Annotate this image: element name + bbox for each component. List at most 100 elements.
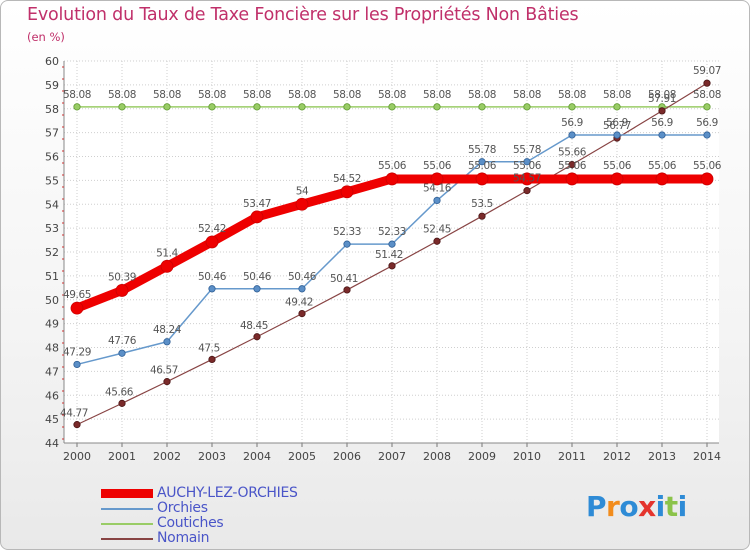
data-label-coutiches: 58.08 xyxy=(558,89,586,101)
data-label-nomain: 49.42 xyxy=(285,297,313,309)
data-label-orchies: 47.76 xyxy=(108,335,137,347)
data-point-orchies xyxy=(343,240,351,248)
data-label-auchy: 51.4 xyxy=(156,247,178,259)
x-tick-label: 2004 xyxy=(243,450,271,463)
data-label-orchies: 48.24 xyxy=(153,324,182,336)
data-label-coutiches: 58.08 xyxy=(648,89,676,101)
data-point-auchy xyxy=(610,172,624,186)
data-label-auchy: 55.06 xyxy=(423,160,452,172)
legend-swatch-nomain xyxy=(101,538,153,540)
x-tick-label: 2000 xyxy=(63,450,91,463)
data-label-nomain: 48.45 xyxy=(240,320,268,332)
data-label-orchies: 56.9 xyxy=(561,117,583,129)
data-label-nomain: 51.42 xyxy=(375,249,403,261)
legend-label-coutiches: Coutiches xyxy=(157,515,224,531)
data-label-nomain: 54.57 xyxy=(513,173,541,185)
data-point-coutiches xyxy=(388,103,396,111)
x-tick-label: 2001 xyxy=(108,450,136,463)
data-label-auchy: 55.06 xyxy=(468,160,497,172)
data-point-nomain xyxy=(163,378,171,386)
data-point-nomain xyxy=(658,107,666,115)
x-tick-label: 2007 xyxy=(378,450,406,463)
legend-item-coutiches[interactable]: Coutiches xyxy=(101,515,361,531)
data-point-orchies xyxy=(73,360,81,369)
data-point-nomain xyxy=(703,79,711,87)
logo-letter: i xyxy=(655,490,666,523)
data-label-orchies: 56.9 xyxy=(696,117,718,129)
data-label-coutiches: 58.08 xyxy=(333,89,361,101)
series-auchy xyxy=(70,172,714,315)
data-point-auchy xyxy=(340,185,354,199)
legend-item-nomain[interactable]: Nomain xyxy=(101,530,361,546)
data-point-coutiches xyxy=(253,103,261,111)
y-tick-label: 56 xyxy=(45,151,59,164)
y-tick-label: 60 xyxy=(45,55,59,68)
data-point-orchies xyxy=(613,131,621,139)
data-point-coutiches xyxy=(343,103,351,111)
logo-letter: x xyxy=(638,490,656,523)
data-point-auchy xyxy=(295,197,309,211)
x-tick-label: 2012 xyxy=(603,450,631,463)
data-point-auchy xyxy=(385,172,399,186)
data-point-nomain xyxy=(118,399,126,407)
data-point-coutiches xyxy=(568,103,576,111)
x-tick-label: 2009 xyxy=(468,450,496,463)
data-label-orchies: 56.9 xyxy=(651,117,673,129)
data-label-nomain: 44.77 xyxy=(60,408,88,420)
data-point-coutiches xyxy=(163,103,171,111)
data-point-auchy xyxy=(430,172,444,186)
data-point-coutiches xyxy=(523,103,531,111)
data-label-orchies: 50.46 xyxy=(243,271,272,283)
y-tick-label: 52 xyxy=(45,246,59,259)
data-point-orchies xyxy=(208,285,216,293)
legend-item-orchies[interactable]: Orchies xyxy=(101,500,361,516)
data-label-orchies: 52.33 xyxy=(378,226,406,238)
data-point-orchies xyxy=(163,338,171,346)
legend-label-orchies: Orchies xyxy=(157,500,208,516)
x-tick-label: 2013 xyxy=(648,450,676,463)
legend-item-auchy[interactable]: AUCHY-LEZ-ORCHIES xyxy=(101,485,361,501)
data-label-coutiches: 58.08 xyxy=(153,89,181,101)
data-label-nomain: 45.66 xyxy=(105,386,134,398)
proxiti-logo: Proxiti xyxy=(586,490,687,523)
data-point-nomain xyxy=(568,161,576,169)
data-label-coutiches: 58.08 xyxy=(288,89,316,101)
data-label-orchies: 54.16 xyxy=(423,182,452,194)
data-label-auchy: 55.06 xyxy=(378,160,407,172)
data-label-coutiches: 58.08 xyxy=(468,89,496,101)
y-tick-label: 57 xyxy=(45,127,59,140)
data-label-nomain: 56.77 xyxy=(603,120,631,132)
data-point-auchy xyxy=(520,172,534,186)
data-label-nomain: 52.45 xyxy=(423,223,451,235)
legend-swatch-orchies xyxy=(101,508,153,510)
x-tick-label: 2014 xyxy=(693,450,721,463)
x-tick-label: 2006 xyxy=(333,450,361,463)
legend: AUCHY-LEZ-ORCHIES Orchies Coutiches Noma… xyxy=(101,485,361,546)
data-point-auchy xyxy=(115,284,129,297)
y-tick-label: 46 xyxy=(45,389,59,402)
data-label-nomain: 57.91 xyxy=(648,93,676,105)
y-tick-label: 50 xyxy=(45,294,59,307)
legend-label-nomain: Nomain xyxy=(157,530,210,546)
data-point-nomain xyxy=(208,355,216,364)
data-label-coutiches: 58.08 xyxy=(63,89,91,101)
data-point-nomain xyxy=(298,309,306,318)
data-point-nomain xyxy=(343,286,351,294)
data-point-coutiches xyxy=(118,103,126,111)
data-label-nomain: 55.66 xyxy=(558,147,587,159)
data-point-coutiches xyxy=(73,103,81,111)
x-tick-label: 2005 xyxy=(288,450,316,463)
data-label-coutiches: 58.08 xyxy=(603,89,631,101)
data-label-coutiches: 58.08 xyxy=(423,89,451,101)
y-tick-label: 55 xyxy=(45,174,59,187)
data-label-orchies: 55.78 xyxy=(468,144,496,156)
data-point-coutiches xyxy=(298,103,306,111)
series-nomain xyxy=(73,79,711,429)
legend-swatch-coutiches xyxy=(101,523,153,525)
series-lines xyxy=(70,79,714,429)
data-point-nomain xyxy=(388,262,396,270)
data-label-nomain: 46.57 xyxy=(150,365,178,377)
data-point-orchies xyxy=(388,240,396,248)
x-tick-label: 2011 xyxy=(558,450,586,463)
